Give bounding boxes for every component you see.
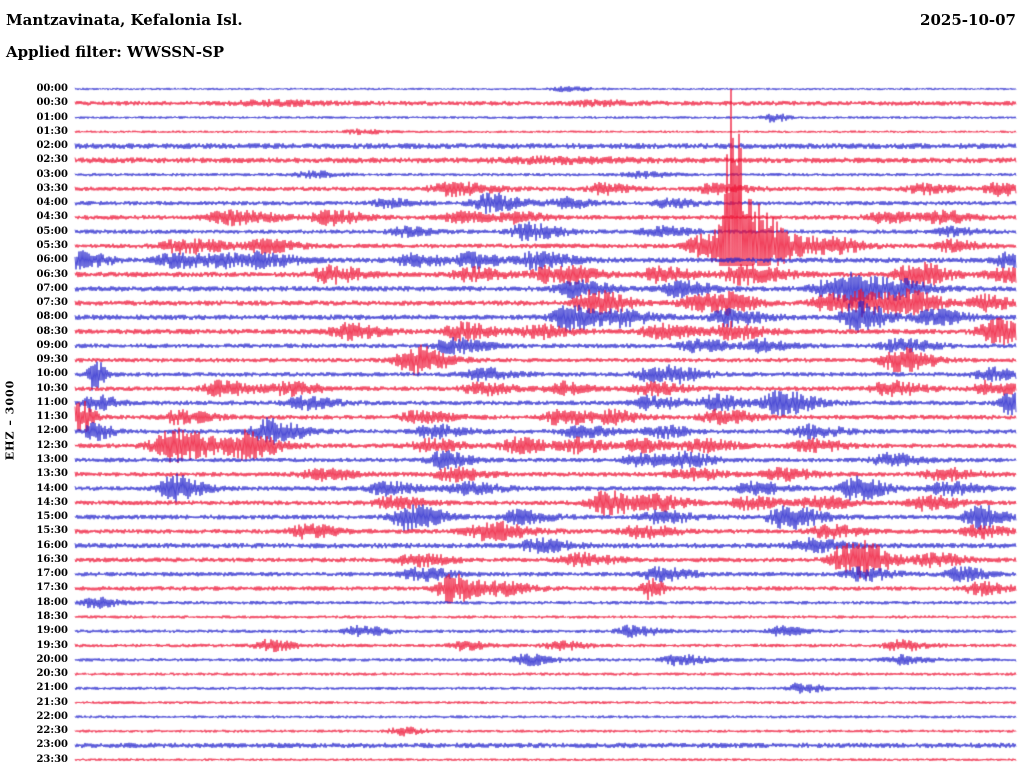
seismogram-traces-canvas (0, 0, 1024, 780)
helicorder-page: Mantzavinata, Kefalonia Isl. 2025-10-07 … (0, 0, 1024, 780)
